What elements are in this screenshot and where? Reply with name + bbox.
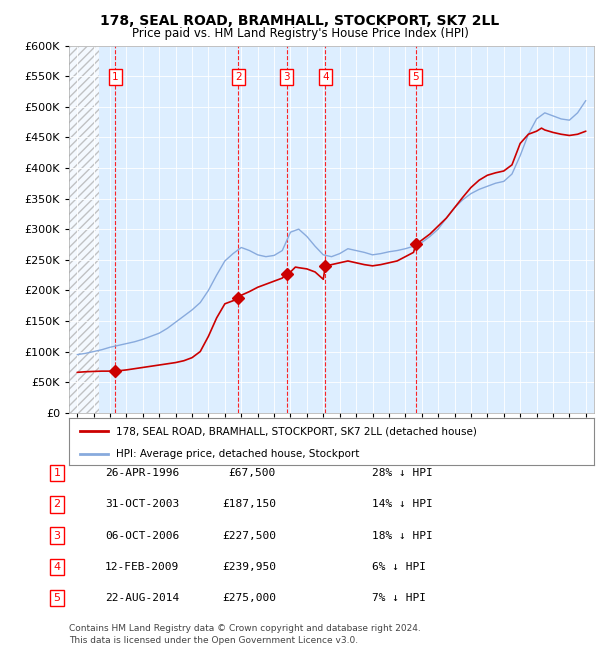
Text: £239,950: £239,950: [222, 562, 276, 572]
Text: 1: 1: [53, 468, 61, 478]
Text: 14% ↓ HPI: 14% ↓ HPI: [372, 499, 433, 510]
Text: Price paid vs. HM Land Registry's House Price Index (HPI): Price paid vs. HM Land Registry's House …: [131, 27, 469, 40]
Text: 5: 5: [413, 72, 419, 82]
Text: 7% ↓ HPI: 7% ↓ HPI: [372, 593, 426, 603]
Text: £67,500: £67,500: [229, 468, 276, 478]
Text: 6% ↓ HPI: 6% ↓ HPI: [372, 562, 426, 572]
Text: 1: 1: [112, 72, 119, 82]
Bar: [69, 46, 98, 413]
Text: £275,000: £275,000: [222, 593, 276, 603]
Text: 4: 4: [53, 562, 61, 572]
Text: 22-AUG-2014: 22-AUG-2014: [105, 593, 179, 603]
Text: 12-FEB-2009: 12-FEB-2009: [105, 562, 179, 572]
Text: 178, SEAL ROAD, BRAMHALL, STOCKPORT, SK7 2LL (detached house): 178, SEAL ROAD, BRAMHALL, STOCKPORT, SK7…: [116, 426, 477, 436]
Text: 2: 2: [235, 72, 242, 82]
Text: 178, SEAL ROAD, BRAMHALL, STOCKPORT, SK7 2LL: 178, SEAL ROAD, BRAMHALL, STOCKPORT, SK7…: [100, 14, 500, 29]
Text: 18% ↓ HPI: 18% ↓ HPI: [372, 530, 433, 541]
Text: 3: 3: [53, 530, 61, 541]
Text: 3: 3: [283, 72, 290, 82]
Text: 31-OCT-2003: 31-OCT-2003: [105, 499, 179, 510]
Text: £227,500: £227,500: [222, 530, 276, 541]
Text: Contains HM Land Registry data © Crown copyright and database right 2024.
This d: Contains HM Land Registry data © Crown c…: [69, 624, 421, 645]
Text: 28% ↓ HPI: 28% ↓ HPI: [372, 468, 433, 478]
Text: 06-OCT-2006: 06-OCT-2006: [105, 530, 179, 541]
Text: 5: 5: [53, 593, 61, 603]
Text: 2: 2: [53, 499, 61, 510]
Text: 26-APR-1996: 26-APR-1996: [105, 468, 179, 478]
Text: £187,150: £187,150: [222, 499, 276, 510]
Text: 4: 4: [322, 72, 329, 82]
Text: HPI: Average price, detached house, Stockport: HPI: Average price, detached house, Stoc…: [116, 449, 359, 460]
